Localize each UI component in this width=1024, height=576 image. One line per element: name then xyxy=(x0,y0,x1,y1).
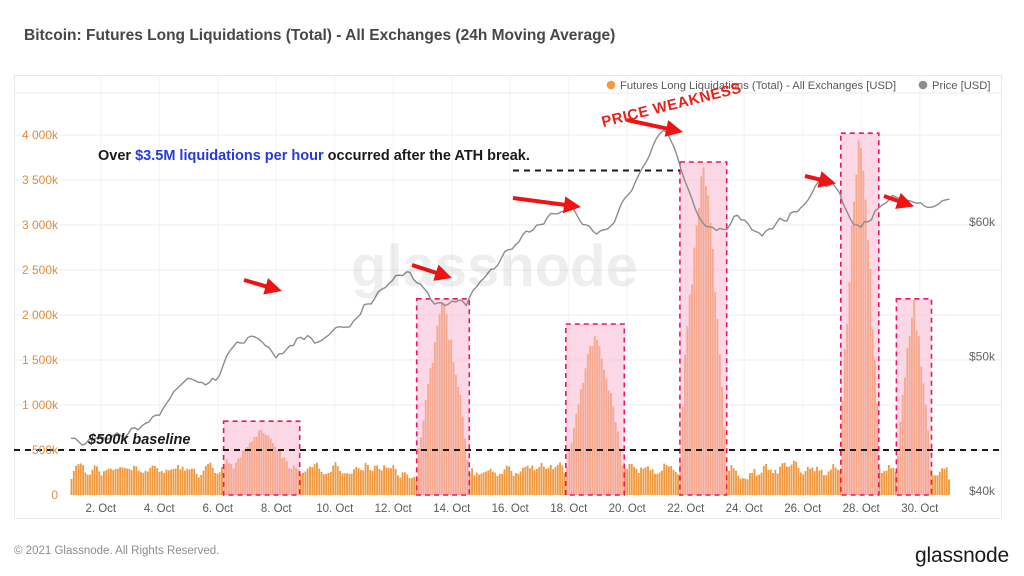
svg-text:Futures Long Liquidations (Tot: Futures Long Liquidations (Total) - All … xyxy=(620,80,896,92)
svg-text:8. Oct: 8. Oct xyxy=(261,503,292,515)
svg-text:22. Oct: 22. Oct xyxy=(667,503,705,515)
svg-text:3 500k: 3 500k xyxy=(22,173,59,187)
svg-text:26. Oct: 26. Oct xyxy=(784,503,822,515)
svg-text:30. Oct: 30. Oct xyxy=(901,503,939,515)
svg-text:1 500k: 1 500k xyxy=(22,353,59,367)
svg-text:14. Oct: 14. Oct xyxy=(433,503,471,515)
svg-text:4. Oct: 4. Oct xyxy=(144,503,175,515)
svg-text:0: 0 xyxy=(51,488,58,502)
svg-text:12. Oct: 12. Oct xyxy=(375,503,413,515)
svg-text:24. Oct: 24. Oct xyxy=(726,503,764,515)
svg-text:28. Oct: 28. Oct xyxy=(843,503,881,515)
svg-text:$40k: $40k xyxy=(969,484,996,498)
svg-text:3 000k: 3 000k xyxy=(22,218,59,232)
svg-text:18. Oct: 18. Oct xyxy=(550,503,588,515)
svg-text:2 000k: 2 000k xyxy=(22,308,59,322)
svg-text:16. Oct: 16. Oct xyxy=(492,503,530,515)
svg-text:$50k: $50k xyxy=(969,350,996,364)
svg-text:2. Oct: 2. Oct xyxy=(85,503,116,515)
svg-text:$60k: $60k xyxy=(969,215,996,229)
svg-text:10. Oct: 10. Oct xyxy=(316,503,354,515)
svg-text:2 500k: 2 500k xyxy=(22,263,59,277)
svg-text:500k: 500k xyxy=(32,443,59,457)
svg-text:20. Oct: 20. Oct xyxy=(609,503,647,515)
svg-text:6. Oct: 6. Oct xyxy=(202,503,233,515)
svg-text:Price [USD]: Price [USD] xyxy=(932,80,990,92)
svg-text:4 000k: 4 000k xyxy=(22,128,59,142)
svg-text:1 000k: 1 000k xyxy=(22,398,59,412)
